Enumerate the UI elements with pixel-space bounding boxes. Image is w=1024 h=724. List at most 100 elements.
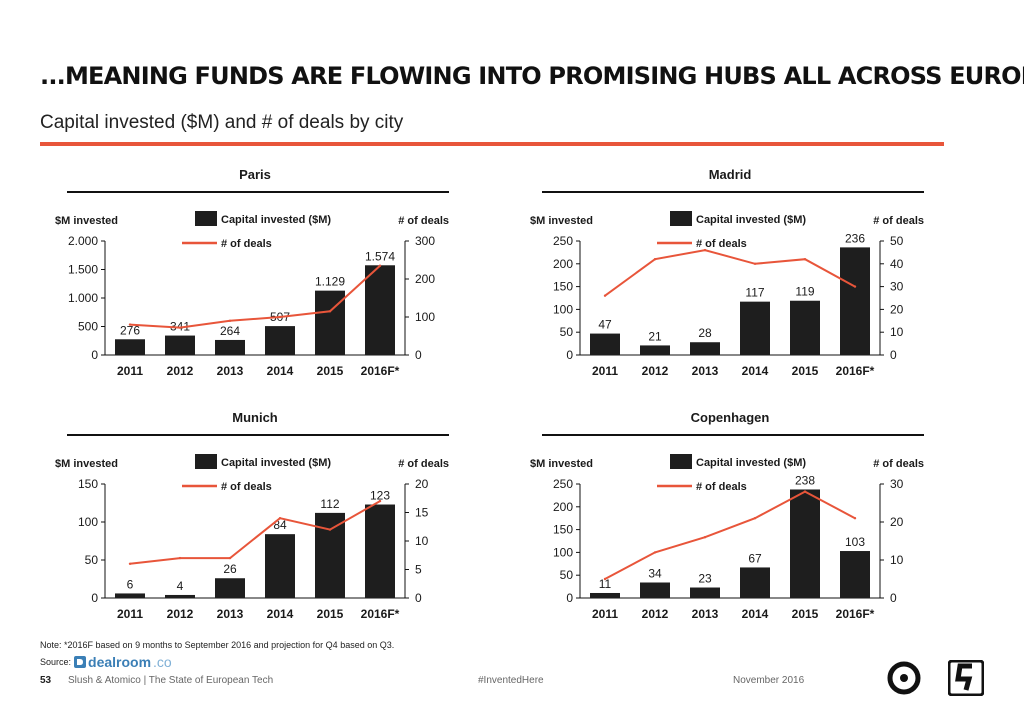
x-tick-label: 2016F* (361, 364, 400, 378)
bar-value-label: 236 (845, 231, 865, 245)
bar (265, 534, 295, 598)
deals-point (378, 264, 382, 267)
footer-publication: Slush & Atomico | The State of European … (68, 675, 274, 686)
y2-tick-label: 20 (890, 302, 904, 316)
source-label: Source: (40, 657, 72, 667)
y-tick-label: 200 (553, 500, 573, 514)
y-tick-label: 50 (560, 568, 574, 582)
bar (740, 567, 770, 598)
deals-point (128, 562, 132, 565)
y-tick-label: 1.000 (68, 291, 98, 305)
y-axis-label: $M invested (530, 458, 593, 470)
y2-tick-label: 50 (890, 234, 904, 248)
bar (115, 593, 145, 598)
bar-value-label: 47 (598, 318, 612, 332)
deals-point (228, 319, 232, 322)
y-tick-label: 50 (560, 325, 574, 339)
page-number: 53 (40, 675, 52, 686)
bar-value-label: 11 (599, 577, 612, 591)
legend-bar-swatch (195, 454, 217, 469)
headline: ...MEANING FUNDS ARE FLOWING INTO PROMIS… (40, 62, 1024, 90)
legend-bar-label: Capital invested ($M) (221, 457, 331, 469)
y2-axis-label: # of deals (398, 458, 449, 470)
y2-tick-label: 0 (415, 591, 422, 605)
x-tick-label: 2015 (317, 364, 344, 378)
x-tick-label: 2013 (692, 607, 719, 621)
bar (315, 512, 345, 598)
bar-value-label: 103 (845, 535, 865, 549)
y2-tick-label: 30 (890, 477, 904, 491)
deals-line (604, 249, 856, 297)
legend-line-label: # of deals (696, 238, 747, 250)
deals-line (129, 264, 381, 329)
x-tick-label: 2011 (592, 607, 618, 621)
chart-title: Munich (232, 410, 278, 425)
bar-value-label: 34 (648, 566, 662, 580)
x-tick-label: 2013 (692, 364, 719, 378)
y-tick-label: 50 (85, 553, 99, 567)
y-tick-label: 2.000 (68, 234, 98, 248)
y-tick-label: 200 (553, 257, 573, 271)
bar (315, 290, 345, 355)
y-tick-label: 0 (566, 591, 573, 605)
deals-point (278, 517, 282, 520)
deals-point (378, 499, 382, 503)
bar-value-label: 123 (370, 489, 390, 503)
deals-point (653, 258, 657, 261)
bar-value-label: 1.574 (365, 249, 395, 263)
bar-value-label: 117 (745, 286, 764, 300)
x-tick-label: 2014 (742, 364, 769, 378)
deals-point (653, 551, 657, 554)
bar (690, 587, 720, 598)
dealroom-logo: dealroom .co (74, 654, 172, 670)
x-tick-label: 2012 (642, 364, 669, 378)
bar (115, 339, 145, 355)
bar-value-label: 112 (320, 497, 339, 511)
y-tick-label: 0 (91, 591, 98, 605)
chart-title: Copenhagen (691, 410, 770, 425)
x-tick-label: 2016F* (361, 607, 400, 621)
bar-value-label: 21 (648, 329, 662, 343)
bar-value-label: 67 (748, 551, 762, 565)
bar (740, 301, 770, 355)
slush-logo-icon (948, 660, 984, 696)
legend-bar-label: Capital invested ($M) (221, 214, 331, 226)
legend-bar-swatch (670, 454, 692, 469)
y2-tick-label: 20 (890, 515, 904, 529)
bar (640, 582, 670, 598)
deals-line (604, 490, 856, 580)
y-tick-label: 500 (78, 320, 98, 334)
atomico-logo-icon (887, 661, 921, 695)
bar (840, 551, 870, 598)
deals-point (803, 258, 807, 261)
deals-point (603, 577, 607, 581)
y2-tick-label: 10 (890, 553, 904, 567)
x-tick-label: 2014 (742, 607, 769, 621)
bar-value-label: 26 (223, 562, 237, 576)
chart-munich: Munich $M invested # of deals Capital inves… (55, 403, 455, 633)
legend-bar-label: Capital invested ($M) (696, 457, 806, 469)
bar (840, 247, 870, 355)
deals-point (853, 517, 857, 520)
y-tick-label: 250 (553, 234, 573, 248)
deals-point (328, 528, 332, 531)
y2-tick-label: 0 (415, 348, 422, 362)
legend-line-label: # of deals (221, 481, 272, 493)
legend-line-label: # of deals (696, 481, 747, 493)
x-tick-label: 2014 (267, 607, 294, 621)
y2-tick-label: 20 (415, 477, 429, 491)
y2-tick-label: 30 (890, 280, 904, 294)
bar-value-label: 264 (220, 324, 240, 338)
y-tick-label: 0 (91, 348, 98, 362)
y2-axis-label: # of deals (873, 215, 924, 227)
y-tick-label: 250 (553, 477, 573, 491)
deals-point (328, 310, 332, 313)
bar (215, 339, 245, 355)
y2-tick-label: 10 (415, 534, 429, 548)
y-axis-label: $M invested (55, 458, 118, 470)
x-tick-label: 2011 (117, 364, 143, 378)
x-tick-label: 2016F* (836, 607, 875, 621)
footer-hashtag: #InventedHere (478, 675, 544, 686)
chart-svg: Munich $M invested # of deals Capital inves… (55, 410, 449, 621)
legend-bar-swatch (195, 211, 217, 226)
